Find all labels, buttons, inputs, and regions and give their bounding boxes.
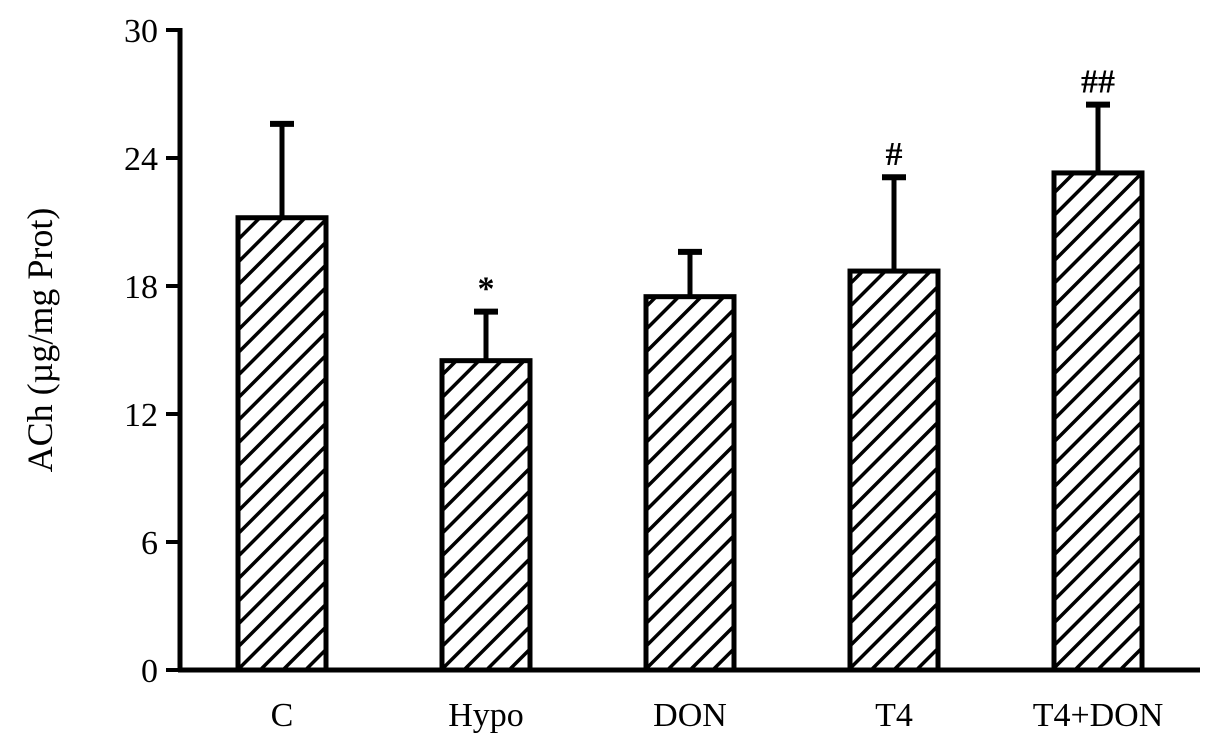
y-tick-label-6: 6 bbox=[141, 525, 158, 562]
y-tick-label-30: 30 bbox=[124, 13, 158, 50]
x-tick-label-Hypo: Hypo bbox=[448, 697, 524, 734]
bar-DON bbox=[643, 294, 737, 673]
y-tick-label-18: 18 bbox=[124, 269, 158, 306]
x-tick-label-DON: DON bbox=[653, 697, 727, 734]
bar-Hypo bbox=[439, 358, 533, 673]
y-tick-label-12: 12 bbox=[124, 397, 158, 434]
bar-T4+DON bbox=[1051, 170, 1145, 673]
y-tick-label-0: 0 bbox=[141, 653, 158, 690]
x-tick-label-T4: T4 bbox=[875, 697, 913, 734]
bar-T4 bbox=[847, 268, 941, 673]
annotation-T4: # bbox=[886, 136, 903, 173]
x-tick-label-T4+DON: T4+DON bbox=[1033, 697, 1164, 734]
bar-C bbox=[235, 215, 329, 673]
annotation-T4+DON: ## bbox=[1081, 64, 1115, 101]
y-tick-label-24: 24 bbox=[124, 141, 158, 178]
annotation-Hypo: * bbox=[478, 271, 495, 308]
x-tick-label-C: C bbox=[271, 697, 294, 734]
y-axis-title: ACh (µg/mg Prot) bbox=[20, 208, 60, 473]
